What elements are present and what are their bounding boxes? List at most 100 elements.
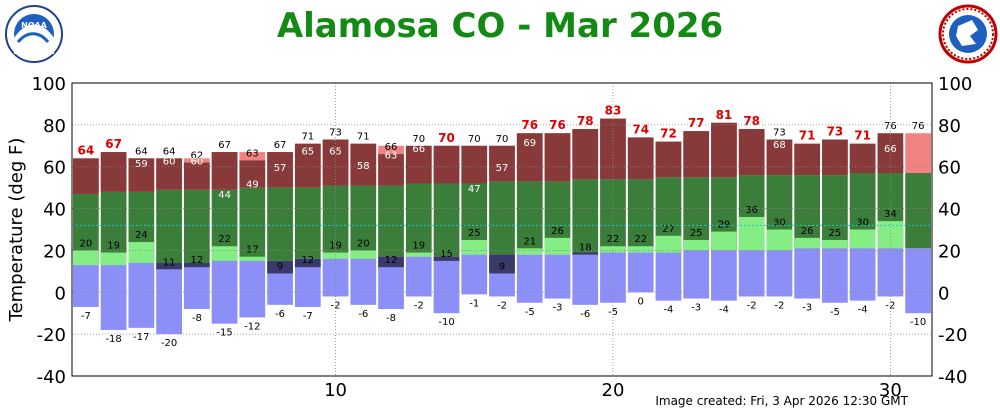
record-low-label: -4 (663, 305, 673, 316)
daily-low-label: 11 (163, 257, 176, 268)
low-above-normal-bar (655, 235, 682, 253)
daily-high-label: 64 (78, 143, 95, 157)
low-above-normal-bar (350, 250, 377, 259)
daily-high-label: 78 (577, 114, 594, 128)
low-above-normal-bar (683, 239, 710, 251)
low-above-normal-bar (239, 256, 266, 261)
nws-logo (938, 4, 998, 64)
daily-high-label: 74 (632, 122, 649, 136)
high-above-normal-bar (849, 143, 876, 173)
mid-high-label: 47 (468, 184, 481, 195)
daily-high-label: 70 (438, 131, 455, 145)
low-above-normal-bar (711, 231, 737, 251)
record-low-bar (433, 256, 460, 314)
low-above-normal-bar (544, 237, 571, 255)
record-low-label: -10 (438, 317, 454, 328)
high-above-normal-bar (322, 139, 349, 186)
low-below-normal-bar (572, 252, 599, 255)
high-above-normal-bar (267, 152, 293, 188)
daily-high-label: 76 (912, 121, 925, 132)
normal-band-bar (627, 179, 654, 253)
record-low-label: -5 (830, 307, 840, 318)
record-low-label: -1 (469, 298, 479, 309)
normal-band-bar (433, 183, 460, 257)
daily-high-label: 70 (468, 134, 481, 145)
record-low-label: -4 (858, 305, 868, 316)
record-low-bar (516, 254, 543, 303)
daily-high-label: 81 (716, 108, 733, 122)
high-above-normal-bar (711, 122, 737, 178)
y-tick-label-right: 40 (938, 200, 961, 221)
low-above-normal-bar (794, 237, 821, 249)
low-below-normal-bar (183, 262, 210, 268)
daily-low-label: 20 (80, 238, 93, 249)
low-below-normal-bar (489, 254, 515, 274)
record-low-bar (849, 248, 876, 301)
daily-high-label: 64 (163, 146, 176, 157)
normal-band-bar (239, 187, 266, 261)
daily-low-label: 9 (277, 261, 283, 272)
record-low-bar (794, 248, 821, 299)
image-created-timestamp: Image created: Fri, 3 Apr 2026 12:30 GMT (655, 394, 908, 408)
daily-low-label: 19 (329, 241, 342, 252)
record-low-bar (683, 250, 710, 299)
normal-band-bar (516, 181, 543, 255)
daily-high-label: 62 (190, 151, 203, 162)
daily-high-label: 66 (385, 142, 398, 153)
high-above-normal-bar (294, 143, 321, 188)
high-above-normal-bar (489, 145, 515, 182)
y-tick-label-right: 100 (938, 74, 972, 95)
high-above-normal-bar (794, 143, 821, 176)
record-low-bar (100, 265, 127, 330)
y-tick-label-left: -40 (37, 367, 66, 388)
high-above-normal-bar (655, 141, 682, 178)
record-low-label: -6 (275, 309, 285, 320)
record-low-label: -2 (747, 300, 757, 311)
y-tick-label-left: 20 (43, 241, 66, 262)
x-tick-label: 10 (324, 380, 347, 401)
low-above-normal-bar (849, 229, 876, 249)
mid-high-label: 44 (218, 190, 231, 201)
low-below-normal-bar (294, 258, 321, 268)
high-above-normal-bar (822, 139, 848, 176)
record-low-bar (738, 250, 765, 297)
record-low-bar (572, 252, 599, 305)
mid-high-label: 57 (274, 163, 287, 174)
daily-low-label: 25 (468, 228, 481, 239)
daily-low-label: 27 (662, 224, 675, 235)
daily-low-label: 24 (135, 230, 148, 241)
plot-frame (71, 82, 933, 377)
low-above-normal-bar (128, 242, 155, 263)
mid-high-label: 66 (412, 144, 425, 155)
low-above-normal-bar (100, 252, 127, 266)
daily-low-label: 30 (856, 218, 869, 229)
high-above-normal-bar (378, 154, 404, 186)
low-above-normal-bar (405, 252, 432, 257)
mid-high-label: 69 (523, 138, 536, 149)
high-above-normal-bar (100, 152, 127, 192)
high-above-normal-bar (211, 152, 238, 190)
record-low-label: -5 (608, 307, 618, 318)
record-low-label: -2 (497, 300, 507, 311)
normal-band-bar (822, 175, 848, 249)
record-low-bar (239, 260, 266, 318)
daily-high-label: 63 (246, 148, 259, 159)
record-low-bar (627, 252, 654, 293)
record-low-label: -3 (552, 303, 562, 314)
daily-low-label: 25 (829, 228, 842, 239)
low-below-normal-bar (267, 260, 293, 274)
low-below-normal-bar (156, 262, 182, 270)
page-title: Alamosa CO - Mar 2026 (276, 6, 724, 46)
record-low-label: -2 (414, 300, 424, 311)
daily-high-label: 77 (688, 116, 705, 130)
daily-low-label: 12 (301, 255, 314, 266)
record-low-bar (544, 254, 571, 299)
record-low-label: -6 (358, 309, 368, 320)
record-low-bar (405, 256, 432, 297)
high-above-normal-bar (350, 143, 377, 186)
normal-band-bar (683, 177, 710, 251)
high-above-normal-bar (461, 145, 488, 184)
daily-high-label: 78 (743, 114, 760, 128)
mid-high-label: 65 (329, 146, 342, 157)
normal-band-bar (378, 185, 404, 257)
